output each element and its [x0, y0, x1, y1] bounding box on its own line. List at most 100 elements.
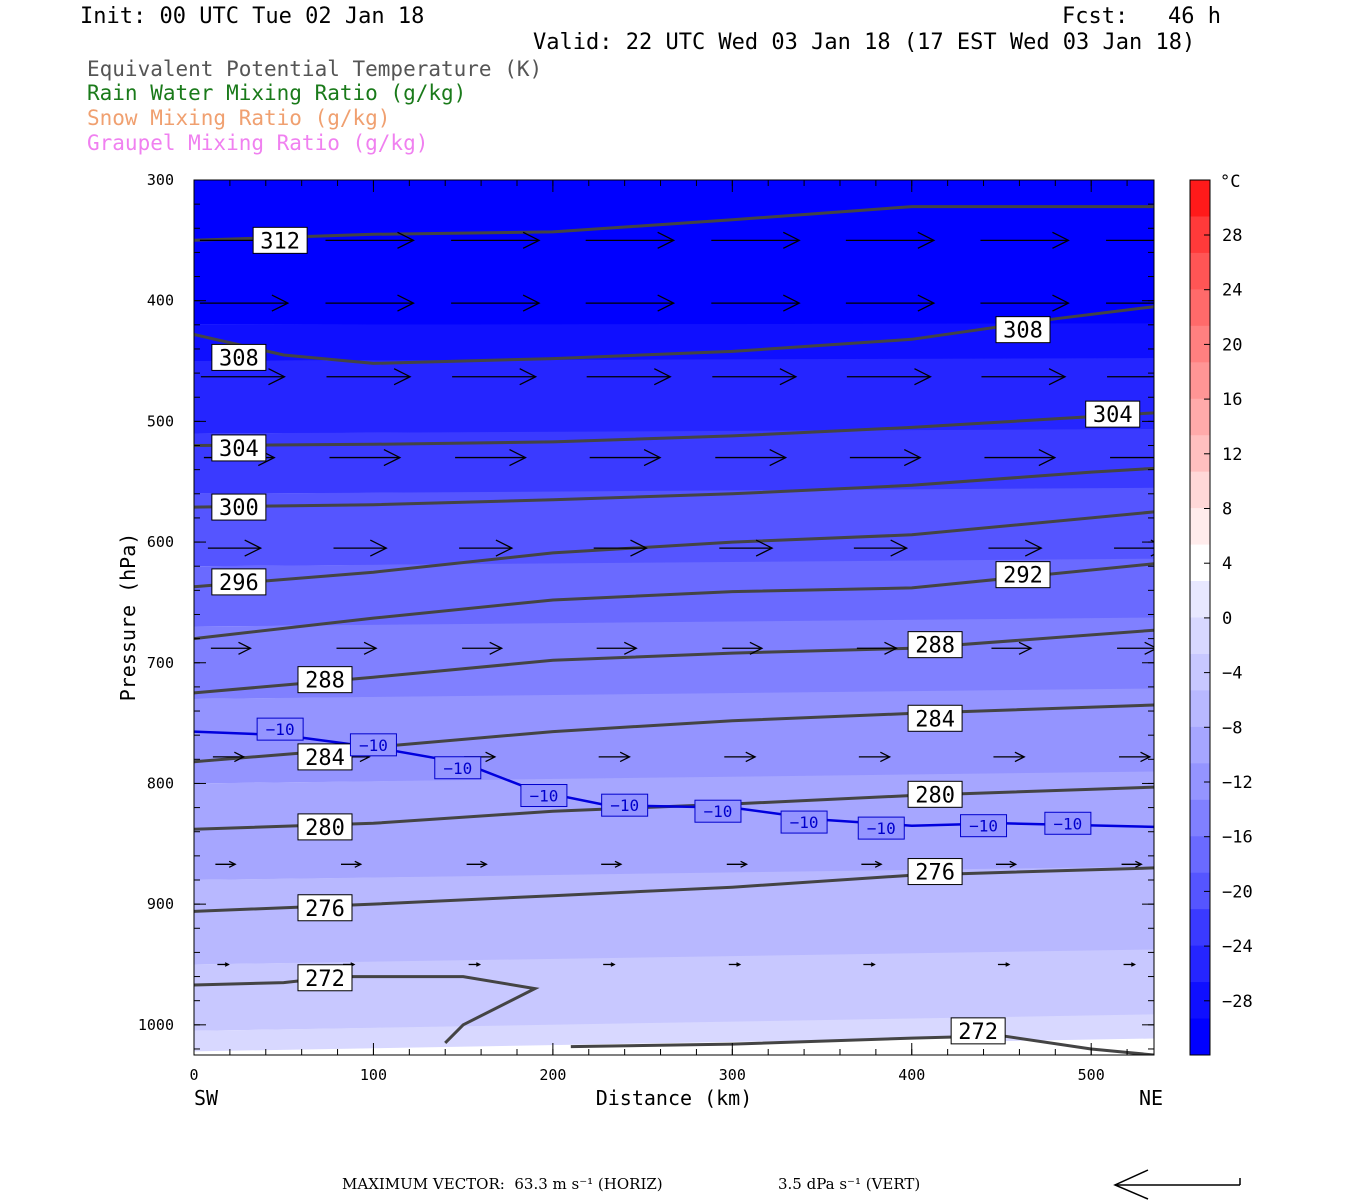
wind-head — [874, 860, 883, 868]
colorbar-unit: °C — [1220, 172, 1240, 192]
wind-head — [1052, 294, 1070, 312]
theta-e-label-box — [995, 561, 1051, 589]
y-tick-label: 600 — [147, 533, 174, 551]
isotherm-label: −10 — [867, 819, 896, 838]
temperature-band — [194, 428, 1154, 494]
wind-arrow — [451, 231, 541, 249]
wind-arrow — [856, 641, 898, 655]
wind-arrow — [603, 962, 616, 967]
wind-arrow — [981, 368, 1067, 386]
legend-graupel: Graupel Mixing Ratio (g/kg) — [87, 131, 429, 155]
max-vector-vert: 3.5 dPa s⁻¹ (VERT) — [778, 1175, 921, 1193]
colorbar-swatch — [1190, 799, 1210, 837]
colorbar-label: 0 — [1222, 609, 1232, 629]
wind-arrow — [329, 449, 402, 467]
theta-e-label: 280 — [915, 783, 955, 808]
wind-arrow — [199, 294, 290, 312]
wind-head — [1005, 962, 1011, 967]
wind-head — [1175, 369, 1191, 385]
wind-arrow — [326, 368, 412, 386]
colorbar-label: 12 — [1222, 445, 1242, 465]
isotherm-label: −10 — [704, 802, 733, 821]
isotherm-label-box — [960, 814, 1008, 838]
theta-e-label-box — [297, 964, 353, 992]
wind-head — [393, 368, 412, 386]
wind-head — [779, 368, 798, 386]
wind-head — [519, 368, 538, 386]
theta-e-label-box — [297, 743, 353, 771]
wind-head — [755, 539, 774, 557]
colorbar-swatch — [1190, 836, 1210, 874]
theta-e-label: 276 — [305, 897, 345, 922]
colorbar-swatch — [1190, 945, 1210, 983]
wind-arrow — [585, 294, 676, 312]
x-axis-label: Distance (km) — [596, 1086, 753, 1110]
wind-head — [610, 962, 616, 967]
wind-arrow — [988, 539, 1043, 557]
y-tick-label: 800 — [147, 774, 174, 792]
colorbar-swatch — [1190, 471, 1210, 509]
wind-arrow — [1107, 369, 1191, 385]
wind-arrow — [593, 539, 648, 557]
wind-head — [745, 751, 757, 763]
temperature-band — [194, 949, 1154, 1031]
colorbar-label: 20 — [1222, 335, 1242, 355]
wind-arrow — [719, 539, 774, 557]
colorbar-label: −20 — [1222, 882, 1253, 902]
wind-arrow — [1119, 751, 1152, 763]
wind-head — [903, 449, 922, 467]
wind-arrow — [468, 962, 482, 967]
wind-head — [224, 962, 230, 967]
theta-e-label-box — [950, 1017, 1006, 1045]
wind-head — [1018, 641, 1033, 655]
colorbar-label: 24 — [1222, 281, 1242, 301]
theta-e-label-box — [907, 858, 963, 886]
colorbar-label: 16 — [1222, 390, 1242, 410]
temperature-band — [194, 487, 1154, 567]
y-tick-label: 1000 — [138, 1016, 174, 1034]
colorbar-swatch — [1190, 362, 1210, 400]
wind-arrow — [325, 294, 415, 312]
wind-head — [623, 641, 638, 655]
wind-arrow — [336, 641, 378, 655]
wind-arrow — [598, 751, 631, 763]
wind-head — [1140, 751, 1152, 763]
theta-e-label: 288 — [305, 669, 345, 694]
wind-head — [914, 368, 932, 386]
ne-label: NE — [1139, 1086, 1163, 1110]
wind-arrow — [711, 294, 801, 312]
wind-head — [1009, 860, 1018, 868]
wind-arrow — [993, 751, 1026, 763]
wind-arrow — [722, 641, 764, 655]
wind-arrow — [861, 860, 883, 868]
wind-head — [1052, 231, 1070, 249]
y-tick-label: 500 — [147, 412, 174, 430]
colorbar-swatch — [1190, 581, 1210, 618]
wind-head — [383, 449, 402, 467]
wind-head — [522, 294, 541, 312]
theta-e-label: 272 — [958, 1020, 998, 1045]
wind-head — [397, 231, 415, 249]
wind-arrow — [726, 860, 749, 868]
wind-arrow — [846, 368, 932, 386]
wind-arrow — [452, 368, 538, 386]
wind-arrow — [858, 751, 892, 763]
wind-arrow — [1114, 539, 1154, 557]
wind-head — [271, 294, 290, 312]
colorbar-swatch — [1190, 180, 1210, 217]
wind-arrow — [466, 860, 488, 868]
theta-e-label: 296 — [219, 571, 259, 596]
wind-arrow — [712, 368, 798, 386]
plot-frame — [193, 179, 1155, 1056]
wind-head — [884, 641, 898, 655]
theta-e-label-box — [297, 666, 353, 694]
x-tick-label: 300 — [719, 1066, 746, 1084]
wind-arrow — [849, 449, 922, 467]
wind-arrow — [724, 751, 757, 763]
isotherm-label-box — [694, 799, 742, 823]
isotherm-label: −10 — [790, 813, 819, 832]
wind-head — [782, 294, 801, 312]
theta-e-label-box — [211, 493, 267, 521]
colorbar-label: 8 — [1222, 500, 1232, 520]
theta-e-label-box — [907, 780, 963, 808]
